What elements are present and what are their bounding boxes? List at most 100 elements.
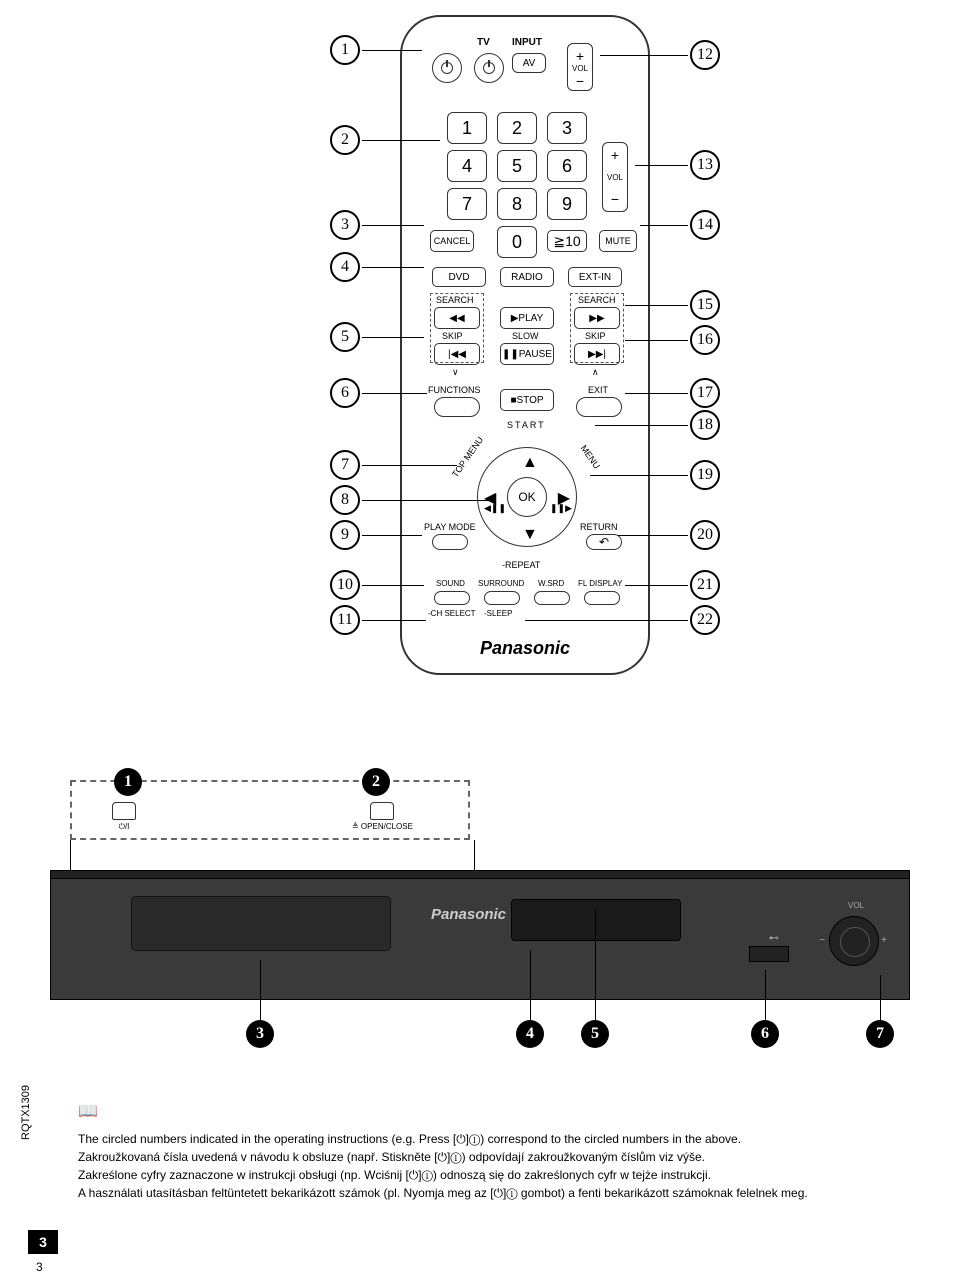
num-5[interactable]: 5 xyxy=(497,150,537,182)
panel-callout-2: 2 xyxy=(362,768,390,796)
num-7[interactable]: 7 xyxy=(447,188,487,220)
plus-icon: + xyxy=(576,48,584,64)
tv-power-button[interactable] xyxy=(432,53,462,83)
callout-2: 2 xyxy=(330,125,360,155)
callout-line xyxy=(635,165,688,166)
search-rew-button[interactable]: ◀◀ xyxy=(434,307,480,329)
usb-port[interactable] xyxy=(749,946,789,962)
skip-next-button[interactable]: ▶▶| xyxy=(574,343,620,365)
callout-line xyxy=(362,585,424,586)
device-body: Panasonic ⊷ VOL − + xyxy=(50,870,910,1000)
skip-label: SKIP xyxy=(442,331,463,341)
search-fwd-button[interactable]: ▶▶ xyxy=(574,307,620,329)
functions-button[interactable] xyxy=(434,397,480,417)
extin-button[interactable]: EXT-IN xyxy=(568,267,622,287)
callout-line xyxy=(595,425,688,426)
mute-button[interactable]: MUTE xyxy=(599,230,637,252)
chselect-label: -CH SELECT xyxy=(428,609,476,618)
tv-vol-rocker[interactable]: + VOL − xyxy=(567,43,593,91)
power-button-wrap: ⏻/I xyxy=(112,802,136,832)
num-9[interactable]: 9 xyxy=(547,188,587,220)
dvd-button[interactable]: DVD xyxy=(432,267,486,287)
callout-13: 13 xyxy=(690,150,720,180)
num-0[interactable]: 0 xyxy=(497,226,537,258)
callout-3: 3 xyxy=(330,210,360,240)
callout-8: 8 xyxy=(330,485,360,515)
panel-callout-1: 1 xyxy=(114,768,142,796)
skip-prev-button[interactable]: |◀◀ xyxy=(434,343,480,365)
openclose-button-wrap: ≜ OPEN/CLOSE xyxy=(352,802,413,831)
page-number-box: 3 xyxy=(28,1230,58,1254)
volume-knob[interactable] xyxy=(829,916,879,966)
footer-cz: Zakroužkovaná čísla uvedená v návodu k o… xyxy=(78,1148,908,1166)
callout-16: 16 xyxy=(690,325,720,355)
cancel-button[interactable]: CANCEL xyxy=(430,230,474,252)
top-buttons-zoom: 1 2 ⏻/I ≜ OPEN/CLOSE xyxy=(70,780,470,840)
surround-button[interactable] xyxy=(484,591,520,605)
av-button[interactable]: AV xyxy=(512,53,546,73)
wsrd-button[interactable] xyxy=(534,591,570,605)
plus-icon: + xyxy=(611,147,619,163)
panel-power-button[interactable] xyxy=(112,802,136,820)
panel-callout-4: 4 xyxy=(516,1020,544,1048)
side-code: RQTX1309 xyxy=(20,1085,32,1140)
play-mode-label: PLAY MODE xyxy=(424,522,476,532)
num-3[interactable]: 3 xyxy=(547,112,587,144)
fldisplay-button[interactable] xyxy=(584,591,620,605)
search-label: SEARCH xyxy=(578,295,616,305)
radio-button[interactable]: RADIO xyxy=(500,267,554,287)
power-icon xyxy=(483,62,495,74)
callout-line xyxy=(362,620,426,621)
play-mode-button[interactable] xyxy=(432,534,468,550)
num-8[interactable]: 8 xyxy=(497,188,537,220)
down-arrow-icon: ▼ xyxy=(522,526,538,544)
callout-line xyxy=(260,960,261,1020)
vol-rocker[interactable]: + VOL − xyxy=(602,142,628,212)
num-1[interactable]: 1 xyxy=(447,112,487,144)
disc-tray[interactable] xyxy=(131,896,391,951)
sleep-label: -SLEEP xyxy=(484,609,512,618)
sound-button[interactable] xyxy=(434,591,470,605)
panel-openclose-button[interactable] xyxy=(370,802,394,820)
pause-button[interactable]: ❚❚ PAUSE xyxy=(500,343,554,365)
callout-19: 19 xyxy=(690,460,720,490)
callout-line xyxy=(362,225,424,226)
stop-button[interactable]: ■ STOP xyxy=(500,389,554,411)
num-6[interactable]: 6 xyxy=(547,150,587,182)
exit-button[interactable] xyxy=(576,397,622,417)
pause-label: PAUSE xyxy=(519,349,552,360)
system-power-button[interactable] xyxy=(474,53,504,83)
num-4[interactable]: 4 xyxy=(447,150,487,182)
brand-label: Panasonic xyxy=(402,638,648,659)
sound-label: SOUND xyxy=(436,579,465,588)
vol-label: VOL xyxy=(607,173,623,182)
up-arrow-icon: ▲ xyxy=(522,454,538,472)
functions-label: FUNCTIONS xyxy=(428,385,481,395)
callout-10: 10 xyxy=(330,570,360,600)
surround-label: SURROUND xyxy=(478,579,524,588)
callout-line xyxy=(625,305,688,306)
callout-15: 15 xyxy=(690,290,720,320)
callout-7: 7 xyxy=(330,450,360,480)
callout-line xyxy=(880,975,881,1020)
callout-5: 5 xyxy=(330,322,360,352)
minus-icon: − xyxy=(576,73,584,89)
ok-button[interactable]: OK xyxy=(507,477,547,517)
knob-inner xyxy=(840,927,870,957)
num-2[interactable]: 2 xyxy=(497,112,537,144)
ge10-button[interactable]: ≧10 xyxy=(547,230,587,252)
panel-callout-6: 6 xyxy=(751,1020,779,1048)
play-button[interactable]: ▶ PLAY xyxy=(500,307,554,329)
play-label: PLAY xyxy=(518,313,543,324)
panel-callout-3: 3 xyxy=(246,1020,274,1048)
panel-callout-7: 7 xyxy=(866,1020,894,1048)
return-button[interactable]: ↶ xyxy=(586,534,622,550)
callout-line xyxy=(640,225,688,226)
callout-20: 20 xyxy=(690,520,720,550)
caret-label: ∧ xyxy=(592,367,599,378)
power-icon xyxy=(441,62,453,74)
vol-label: VOL xyxy=(848,901,864,910)
wsrd-label: W.SRD xyxy=(538,579,564,588)
vol-label: VOL xyxy=(572,64,588,73)
callout-line xyxy=(525,620,688,621)
